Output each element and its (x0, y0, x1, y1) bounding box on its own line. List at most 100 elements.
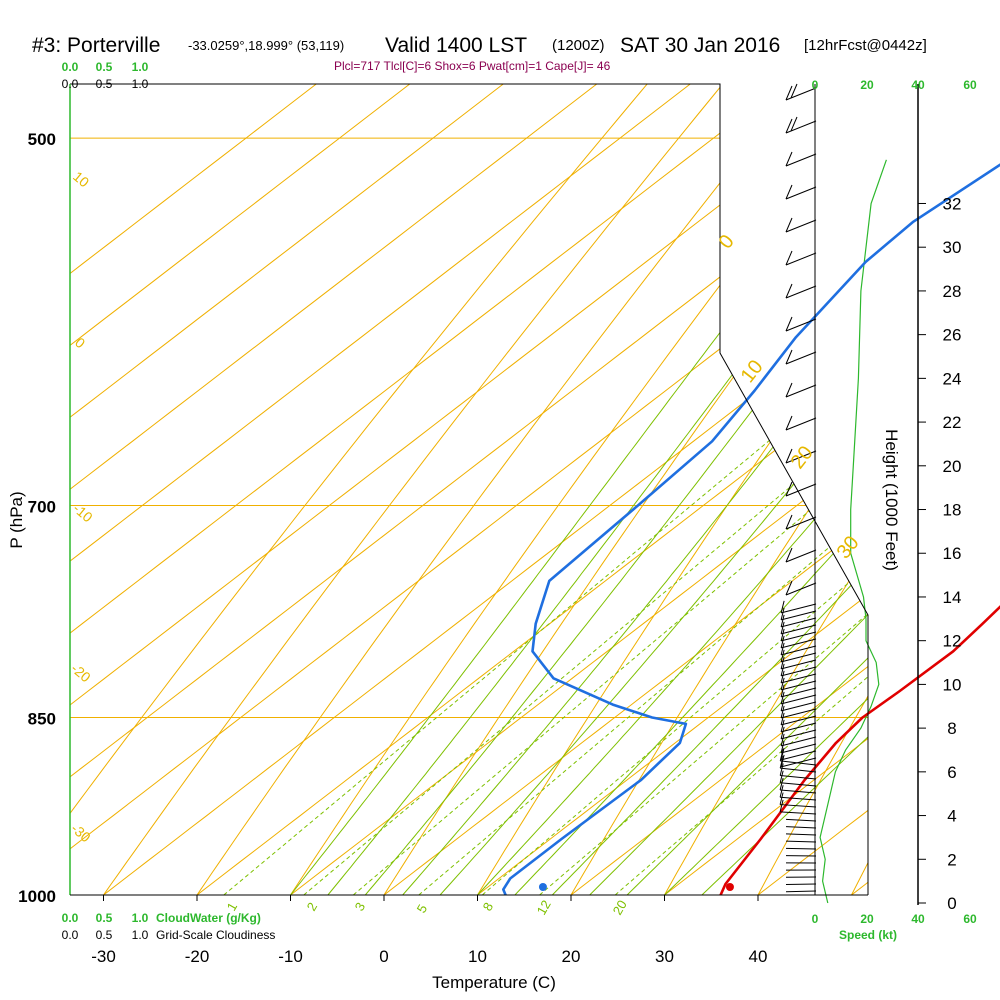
cloudiness-top-label: 0.5 (96, 77, 113, 91)
wind-barb-staff (780, 631, 817, 642)
moist-adiabat-line (402, 84, 868, 895)
speed-bottom-label: 20 (860, 912, 874, 926)
isotherm-label: 10 (737, 356, 768, 387)
wind-barb-staff (780, 782, 817, 787)
wind-barb-flag (785, 283, 793, 299)
height-tick-label: 22 (943, 413, 962, 432)
wind-barb-staff (786, 818, 817, 822)
stability-indices: Plcl=717 Tlcl[C]=6 Shox=6 Pwat[cm]=1 Cap… (334, 59, 611, 73)
wind-barb-staff (780, 638, 817, 649)
wind-barb-flag (785, 448, 793, 464)
height-tick-label: 12 (943, 632, 962, 651)
wind-barb-staff (780, 673, 817, 684)
mixing-ratio-label: 20 (610, 897, 630, 917)
wind-barb-staff (780, 694, 817, 705)
wind-barb-flag (780, 656, 785, 670)
isotherm-line (70, 84, 868, 895)
forecast-run: [12hrFcst@0442z] (804, 37, 927, 54)
wind-barb-flag (790, 83, 798, 99)
wind-barb-staff (780, 757, 817, 768)
wind-barb-staff (780, 687, 817, 698)
pressure-tick-label: 500 (28, 130, 56, 149)
height-tick-label: 16 (943, 544, 962, 563)
wind-barb-flag (779, 792, 784, 805)
temperature-tick-label: 30 (655, 947, 674, 966)
mixing-ratio-label: 5 (414, 902, 431, 916)
dry-adiabat-line (70, 84, 868, 895)
temperature-tick-label: 10 (468, 947, 487, 966)
wind-barb-flag (780, 740, 785, 754)
grid-lines (70, 84, 868, 895)
dry-adiabat-line (160, 84, 868, 895)
wind-barb-flag (785, 349, 793, 365)
wind-barb-staff (780, 603, 817, 614)
station-coords: -33.0259°,18.999° (53,119) (188, 38, 344, 53)
height-tick-label: 24 (943, 369, 962, 388)
isotherm-line (70, 84, 868, 895)
temperature-tick-label: 20 (562, 947, 581, 966)
mixing-ratio-label: 12 (534, 897, 554, 917)
cloudiness-axis-title: Grid-Scale Cloudiness (156, 928, 275, 942)
moist-adiabat-line (626, 84, 868, 895)
x-axis-title: Temperature (C) (432, 973, 556, 992)
isotherm-line (70, 84, 868, 895)
isotherm-line (70, 84, 868, 895)
dry-adiabat-line (444, 84, 868, 895)
cloudiness-bottom-label: 0.5 (96, 928, 113, 942)
wind-barb-flag (780, 719, 785, 733)
wind-barb-staff (780, 729, 817, 740)
wind-barb-flag (779, 763, 784, 776)
wind-barb-flag (780, 642, 785, 656)
profile-lines (501, 159, 1000, 904)
isotherm-label: 30 (833, 532, 864, 563)
dry-adiabat-label: 10 (70, 168, 92, 190)
moist-adiabat-line (664, 84, 868, 895)
dry-adiabat-label: 0 (72, 334, 88, 351)
height-tick-label: 14 (943, 588, 962, 607)
wind-barb-staff (780, 701, 817, 712)
mixing-ratio-line (481, 84, 868, 895)
mixing-ratio-label: 3 (352, 900, 369, 914)
isotherm-line (314, 84, 868, 895)
wind-barb-flag (780, 712, 785, 726)
plot-frame (70, 83, 869, 895)
temperature-profile-line (719, 605, 1000, 896)
wind-barb-flag (785, 547, 793, 563)
wind-barb-flag (780, 670, 785, 684)
height-tick-label: 32 (943, 194, 962, 213)
wind-barb-flag (780, 600, 785, 614)
wind-barb-staff (780, 743, 817, 754)
isotherm-line (407, 84, 868, 895)
isotherm-line (70, 84, 868, 895)
moist-adiabat-line (551, 84, 868, 895)
wind-barb-flag (780, 726, 785, 740)
wind-barb-staff (780, 666, 817, 677)
dry-adiabat-line (634, 84, 868, 895)
speed-axis-title: Speed (kt) (839, 928, 897, 942)
wind-barb-staff (780, 645, 817, 656)
wind-barb-staff (780, 715, 817, 726)
wind-barb-staff (780, 659, 817, 670)
wind-barbs (779, 83, 817, 893)
wind-barb-staff (785, 285, 817, 299)
isotherm-line (70, 84, 868, 895)
isotherm-line (70, 84, 868, 895)
dry-adiabat-line (729, 84, 868, 895)
isotherm-label: 20 (787, 442, 818, 473)
wind-barb-flag (785, 481, 793, 497)
height-tick-label: 2 (947, 850, 956, 869)
cloudwater-top-label: 1.0 (132, 60, 149, 74)
wind-barb-flag (785, 382, 793, 398)
forecast-date: SAT 30 Jan 2016 (620, 34, 780, 57)
speed-top-label: 40 (911, 78, 925, 92)
temperature-tick-label: -10 (278, 947, 303, 966)
wind-barb-staff (780, 652, 817, 663)
isotherm-line (220, 84, 868, 895)
wind-barb-staff (786, 826, 817, 829)
dry-adiabat-label: -20 (68, 660, 94, 685)
pressure-tick-label: 850 (28, 710, 56, 729)
moist-adiabat-line (589, 84, 868, 895)
isotherm-line (501, 84, 868, 895)
wind-barb-flag (780, 677, 785, 691)
isotherm-line (70, 84, 868, 895)
